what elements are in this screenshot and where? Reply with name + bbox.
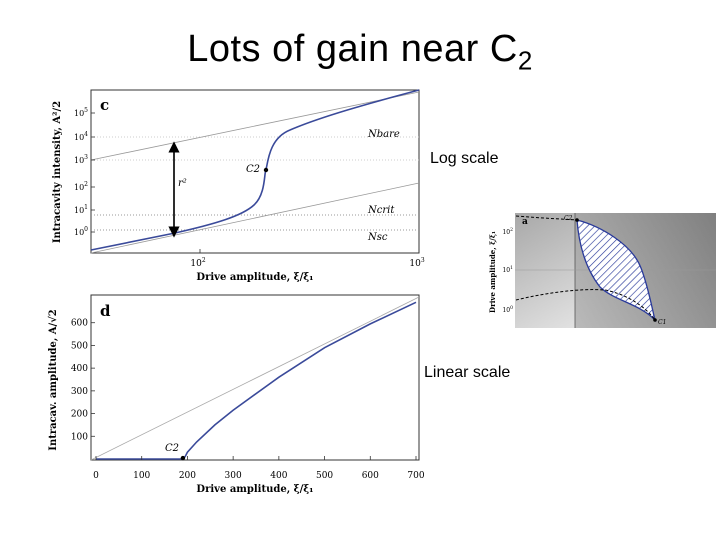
tick-label: 600	[362, 471, 379, 481]
panel-d-ylabel: Intracav. amplitude, A/√2	[47, 309, 59, 450]
d-c2-point	[180, 455, 186, 461]
tick-label: 0	[93, 471, 99, 481]
tick-label: 105	[74, 107, 88, 118]
tick-label: 101	[502, 265, 513, 274]
tick-label: 500	[316, 471, 333, 481]
title-subscript: 2	[517, 45, 533, 76]
log-scale-label: Log scale	[430, 150, 499, 167]
tick-label: 102	[190, 257, 205, 269]
c2-label: C2	[246, 164, 260, 175]
a-c1-label: C1	[658, 319, 666, 326]
panel-d-xlabel: Drive amplitude, ξ/ξ₁	[196, 484, 313, 495]
tick-label: 103	[74, 154, 88, 165]
ncrit-label: Ncrit	[367, 205, 395, 216]
tick-label: 400	[71, 364, 88, 374]
ncrit-asymptote	[90, 182, 420, 254]
nbare-asymptote	[90, 91, 420, 161]
tick-label: 102	[502, 227, 513, 236]
panel-d-asymptote	[90, 296, 420, 461]
panel-a-ylabel: Drive amplitude, ξ/ξ₁	[488, 231, 497, 313]
panel-c: c r² C2 Nbare Ncrit Nsc 1001011021031041…	[52, 89, 425, 283]
tick-label: 103	[409, 257, 424, 269]
slide-title: Lots of gain near C2	[0, 28, 720, 77]
tick-label: 300	[71, 387, 88, 397]
panel-d: d C2 100 200 300 400 500 600 0 100 200 300 400 500…	[47, 294, 425, 495]
panel-a-label: a	[522, 217, 528, 227]
tick-label: 300	[225, 471, 242, 481]
tick-label: 700	[407, 471, 424, 481]
tick-label: 100	[502, 305, 513, 314]
tick-label: 200	[179, 471, 196, 481]
panel-c-ylabel: Intracavity intensity, A²/2	[52, 101, 63, 243]
tick-label: 100	[74, 226, 88, 237]
nbare-label: Nbare	[367, 129, 400, 140]
a-c1-point	[653, 318, 657, 322]
a-c2-point	[575, 218, 579, 222]
panel-a-dashed-upper	[515, 215, 578, 221]
linear-scale-label: Linear scale	[424, 364, 511, 381]
panel-d-label: d	[100, 302, 111, 320]
panel-d-yticks: 100 200 300 400 500 600	[71, 319, 95, 442]
tick-label: 400	[270, 471, 287, 481]
c2-point	[263, 167, 269, 173]
title-main: Lots of gain near C	[187, 28, 518, 70]
tick-label: 100	[133, 471, 150, 481]
d-c2-label: C2	[165, 443, 179, 454]
panel-a-dashed-lower	[515, 289, 656, 321]
panel-c-yticks: 100 101 102 103 104 105	[74, 107, 95, 237]
nsc-label: Nsc	[367, 232, 388, 243]
tick-label: 600	[71, 319, 88, 329]
panel-a-yticks: 100 101 102	[502, 227, 513, 314]
panel-c-label: c	[100, 96, 109, 114]
r2-label: r²	[178, 178, 187, 189]
tick-label: 200	[71, 410, 88, 420]
tick-label: 100	[71, 432, 88, 442]
panel-a: a C2 C1 100 101 102 Drive amplitude, ξ/ξ₁	[488, 213, 716, 328]
tick-label: 101	[74, 204, 88, 215]
tick-label: 104	[74, 131, 88, 142]
tick-label: 102	[74, 181, 88, 192]
tick-label: 500	[71, 341, 88, 351]
a-c2-label: C2	[564, 215, 573, 222]
panel-d-xticks: 0 100 200 300 400 500 600 700	[93, 456, 425, 481]
panel-c-xlabel: Drive amplitude, ξ/ξ₁	[196, 272, 313, 283]
panel-c-frame	[90, 89, 420, 254]
